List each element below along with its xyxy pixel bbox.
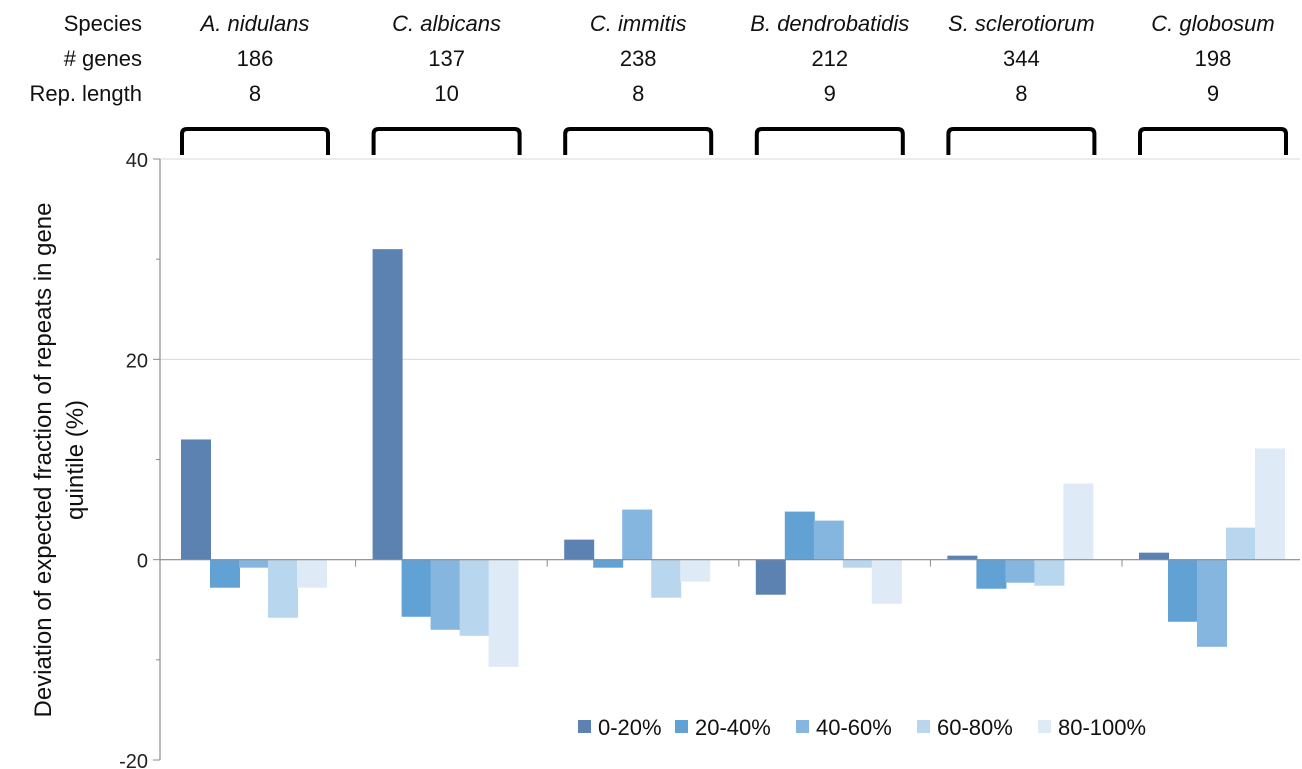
bar-0-20% <box>181 439 211 560</box>
header-cell: B. dendrobatidis <box>750 11 909 36</box>
header-cell: 10 <box>434 81 458 106</box>
header-cell: C. globosum <box>1151 11 1275 36</box>
header-row-label: Rep. length <box>29 81 142 106</box>
y-axis-label-line: Deviation of expected fraction of repeat… <box>30 203 57 718</box>
header-cell: C. albicans <box>392 11 501 36</box>
bar-20-40% <box>976 559 1007 589</box>
header-cell: 9 <box>824 81 836 106</box>
bar-0-20% <box>564 539 595 560</box>
bar-40-60% <box>1197 559 1227 647</box>
header-cell: 9 <box>1207 81 1219 106</box>
header-cell: 8 <box>249 81 261 106</box>
bar-20-40% <box>210 559 240 588</box>
species-bracket <box>1138 127 1288 155</box>
legend-label: 40-60% <box>816 715 892 740</box>
gridlines <box>160 158 1300 561</box>
legend-swatch <box>1038 720 1051 733</box>
bar-60-80% <box>651 559 682 598</box>
bars <box>181 249 1285 667</box>
header-cell: A. nidulans <box>199 11 310 36</box>
legend-label: 0-20% <box>598 715 662 740</box>
y-axis-label: Deviation of expected fraction of repeat… <box>30 203 89 718</box>
bar-60-80% <box>1226 527 1256 560</box>
bar-80-100% <box>297 559 327 588</box>
header-cell: 137 <box>428 46 465 71</box>
header-cell: 198 <box>1195 46 1232 71</box>
bar-80-100% <box>1063 483 1094 560</box>
bar-80-100% <box>1255 448 1285 560</box>
bar-40-60% <box>622 509 653 560</box>
species-bracket <box>754 127 905 155</box>
legend-swatch <box>578 720 591 733</box>
header-row-label: # genes <box>64 46 142 71</box>
bar-80-100% <box>871 559 902 604</box>
legend-label: 60-80% <box>937 715 1013 740</box>
bar-60-80% <box>268 559 298 618</box>
bar-60-80% <box>459 559 490 636</box>
header-cell: 186 <box>237 46 274 71</box>
bar-80-100% <box>488 559 519 667</box>
y-tick-label: 20 <box>126 350 148 372</box>
header-cell: 344 <box>1003 46 1040 71</box>
legend-item: 80-100% <box>1038 715 1146 740</box>
bar-40-60% <box>1005 559 1036 583</box>
bar-0-20% <box>755 559 786 595</box>
bar-40-60% <box>430 559 461 630</box>
species-bracket <box>371 127 522 155</box>
species-bracket <box>180 127 330 155</box>
y-axis-label-line: quintile (%) <box>62 400 89 520</box>
legend-item: 20-40% <box>675 715 771 740</box>
bar-20-40% <box>593 559 624 568</box>
bar-20-40% <box>1168 559 1198 622</box>
legend: 0-20% 20-40% 40-60% 60-80% 80-100% <box>578 715 1146 740</box>
bar-0-20% <box>1139 552 1169 560</box>
axes: -20 0 20 40 <box>119 150 1300 769</box>
legend-label: 20-40% <box>695 715 771 740</box>
legend-item: 60-80% <box>917 715 1013 740</box>
species-brackets <box>180 127 1288 155</box>
species-bracket <box>946 127 1097 155</box>
y-tick-label: 0 <box>137 551 148 573</box>
legend-swatch <box>917 720 930 733</box>
legend-swatch <box>796 720 809 733</box>
legend-label: 80-100% <box>1058 715 1146 740</box>
species-bracket <box>563 127 714 155</box>
header-row-label: Species <box>64 11 142 36</box>
header-cell: 238 <box>620 46 657 71</box>
bar-0-20% <box>372 249 403 560</box>
bar-60-80% <box>1034 559 1065 586</box>
legend-swatch <box>675 720 688 733</box>
legend-item: 0-20% <box>578 715 662 740</box>
bar-80-100% <box>680 559 711 582</box>
bar-20-40% <box>784 511 815 560</box>
header-cell: 8 <box>632 81 644 106</box>
bar-60-80% <box>842 559 873 568</box>
header-cell: S. sclerotiorum <box>948 11 1095 36</box>
bar-40-60% <box>813 520 844 560</box>
bar-20-40% <box>401 559 432 617</box>
species-header: Species A. nidulans C. albicans C. immitis B… <box>29 11 1274 106</box>
bar-40-60% <box>239 559 269 568</box>
y-tick-label: -20 <box>119 751 148 769</box>
y-tick-label: 40 <box>126 150 148 172</box>
legend-item: 40-60% <box>796 715 892 740</box>
header-cell: 212 <box>811 46 848 71</box>
header-cell: 8 <box>1015 81 1027 106</box>
header-cell: C. immitis <box>590 11 687 36</box>
bar-0-20% <box>947 555 978 560</box>
